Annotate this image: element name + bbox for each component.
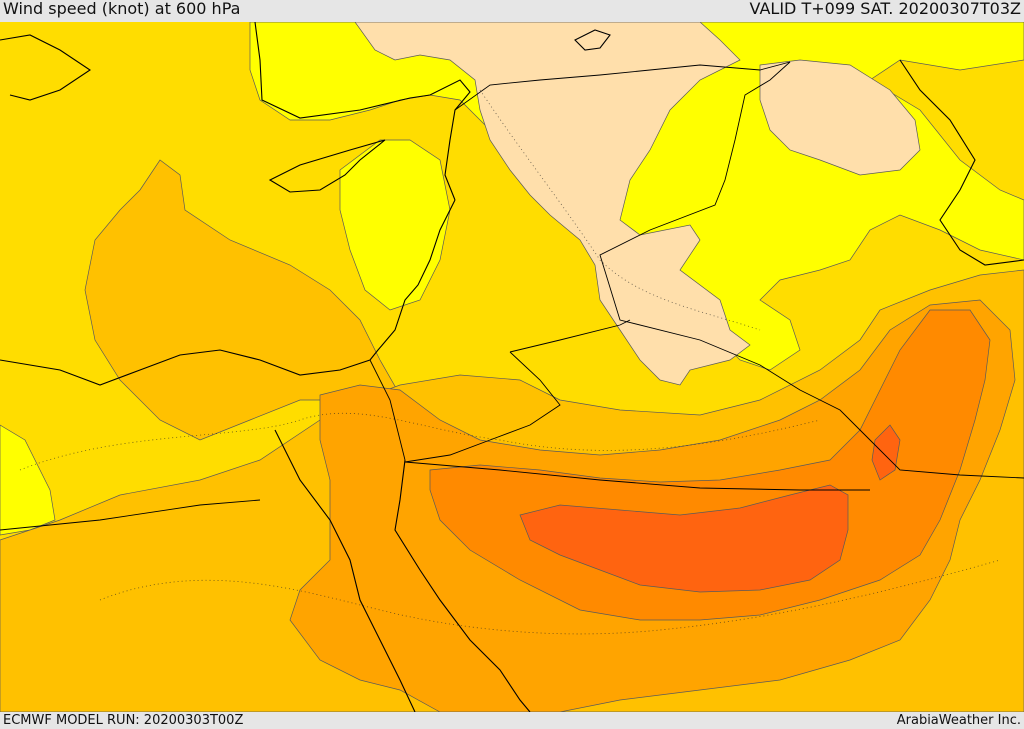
map-title: Wind speed (knot) at 600 hPa <box>3 0 241 18</box>
band-yellow-west <box>0 424 56 536</box>
coastline-cyprus <box>268 139 386 193</box>
coastline-levant <box>369 199 456 361</box>
coastline-red-sea-east <box>394 459 531 712</box>
coastline-anatolia <box>254 22 471 201</box>
border-iraq-iran <box>599 61 1024 479</box>
map-header: Wind speed (knot) at 600 hPa VALID T+099… <box>0 0 1024 22</box>
coastline-aegean <box>0 34 91 101</box>
credit: ArabiaWeather Inc. <box>896 713 1021 728</box>
coastline-gulf <box>899 59 1024 266</box>
coastline-caspian <box>574 29 611 51</box>
coastline-red-sea-west <box>274 429 416 712</box>
map-footer: ECMWF MODEL RUN: 20200303T00Z ArabiaWeat… <box>0 712 1024 729</box>
band-6-small <box>871 424 901 481</box>
border-egypt-sudan <box>0 499 261 531</box>
band-yellow-levant <box>339 139 451 311</box>
border-sinai <box>369 359 406 461</box>
border-arabia <box>509 319 631 353</box>
border-saudi-south <box>404 461 870 491</box>
valid-time: VALID T+099 SAT. 20200307T03Z <box>749 0 1021 18</box>
wind-speed-map <box>0 22 1024 712</box>
border-turkey <box>454 61 791 111</box>
dotted-contour <box>479 89 761 331</box>
model-run: ECMWF MODEL RUN: 20200303T00Z <box>3 713 244 728</box>
dotted-contour <box>99 559 1001 635</box>
coastline-egypt <box>0 349 371 386</box>
map-canvas <box>0 22 1024 712</box>
band-light-central <box>354 22 751 386</box>
band-light-east <box>759 59 921 176</box>
band-6 <box>519 484 849 593</box>
border-saudi-jordan <box>404 351 561 463</box>
